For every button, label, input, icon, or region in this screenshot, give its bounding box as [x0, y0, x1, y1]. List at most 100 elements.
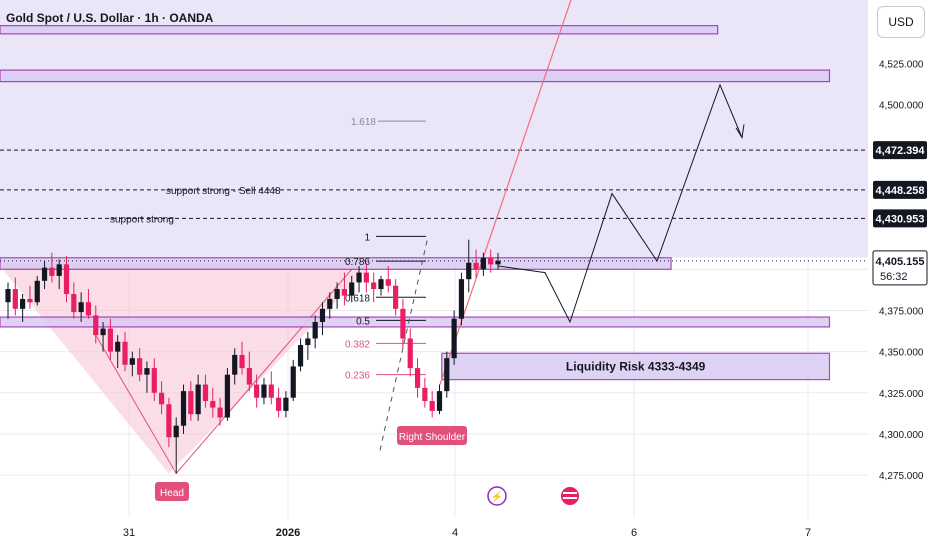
candle-body [41, 267, 48, 281]
candle-body [144, 368, 150, 375]
candle-body [275, 397, 282, 411]
candle-body [151, 368, 157, 393]
candle-body [100, 328, 106, 336]
candle-body [268, 384, 274, 398]
liquidity-zone-label: Liquidity Risk 4333-4349 [566, 359, 706, 373]
candle-body [254, 384, 260, 398]
supply-demand-zone [441, 352, 831, 381]
fib-level-label: 0.5 [356, 316, 370, 327]
candle-body [385, 279, 391, 286]
flag-stripe [563, 492, 577, 494]
candle-body [400, 308, 406, 339]
price-tick-label: 4,275.000 [879, 471, 924, 482]
candle-body [466, 262, 472, 280]
candle-body [63, 264, 70, 294]
time-tick-label: 7 [805, 527, 811, 539]
fib-trend-line [379, 236, 429, 451]
price-tick-label: 4,375.000 [879, 306, 924, 317]
candle-body [166, 404, 172, 438]
candle-body [115, 341, 121, 352]
candle-body [334, 289, 340, 299]
fib-level-label: 0.382 [345, 339, 370, 350]
chart-title: Gold Spot / U.S. Dollar · 1h · OANDA [6, 11, 214, 25]
candle-body [297, 345, 304, 367]
candle-body [210, 401, 216, 408]
candle-body [473, 262, 479, 270]
projection-arrowhead [735, 124, 745, 140]
candle-body [414, 368, 421, 388]
time-tick-label: 4 [452, 527, 458, 539]
price-tick-label: 4,500.000 [879, 101, 924, 112]
candle-body [195, 384, 201, 415]
candle-body [122, 341, 128, 365]
candle-body [393, 285, 399, 309]
candle-body [436, 391, 443, 411]
time-tick-label: 31 [123, 527, 135, 539]
us-flag-icon [561, 487, 579, 505]
time-tick-label: 2026 [276, 527, 300, 539]
candle-body [5, 289, 11, 303]
candle-body [363, 272, 369, 283]
candle-body [480, 257, 486, 270]
candle-body [180, 391, 187, 426]
price-tick-label: 4,300.000 [879, 430, 924, 441]
support-strong-label: support strong [110, 214, 174, 225]
candle-body [232, 354, 238, 375]
candle-body [305, 338, 311, 346]
countdown-label: 56:32 [880, 271, 908, 283]
candle-body [56, 264, 62, 276]
fib-level-label: 0.786 [345, 257, 370, 268]
candle-body [78, 302, 84, 313]
candle-body [27, 298, 33, 303]
candle-body [158, 392, 165, 405]
time-tick-label: 6 [631, 527, 637, 539]
candle-body [239, 354, 245, 369]
flag-stripe [563, 497, 577, 499]
supply-demand-zone [0, 25, 719, 35]
upper-tint [0, 0, 868, 258]
candle-body [458, 279, 465, 319]
candle-body [495, 260, 501, 265]
candle-body [488, 257, 494, 265]
currency-button[interactable]: USD [877, 6, 925, 38]
candle-body [371, 282, 377, 290]
candle-body [349, 282, 355, 296]
fib-level-label: 1.618 [351, 117, 376, 128]
head-label: Head [160, 488, 184, 499]
projection-path [497, 83, 743, 324]
right-shoulder-label-bg [397, 426, 467, 445]
candle-body [429, 401, 435, 411]
candle-body [137, 358, 143, 375]
price-tick-label: 4,350.000 [879, 348, 924, 359]
current-price-label: 4,405.155 [876, 256, 925, 268]
supply-demand-zone [0, 69, 831, 83]
candle-body [129, 358, 135, 365]
candle-body [327, 298, 333, 309]
price-label: 4,472.394 [876, 145, 926, 157]
candle-body [173, 425, 179, 438]
price-label-bg [873, 180, 927, 199]
supply-demand-zone [0, 316, 831, 328]
price-tick-label: 4,525.000 [879, 60, 924, 71]
candle-body [217, 407, 223, 418]
candle-body [49, 267, 55, 276]
candle-body [341, 289, 348, 296]
candle-body [224, 374, 231, 418]
fib-level-label: 1 [364, 232, 370, 243]
candle-body [356, 272, 362, 283]
time-axis [0, 518, 868, 550]
candle-body [34, 280, 40, 303]
current-price-bg [872, 250, 928, 286]
candle-body [283, 397, 289, 411]
fib-level-label: 0.236 [345, 371, 370, 382]
candle-body [188, 391, 194, 415]
candle-body [93, 315, 99, 336]
candle-body [319, 308, 326, 322]
candle-body [407, 338, 413, 369]
candle-body [444, 358, 450, 392]
candle-body [107, 328, 113, 352]
lightning-icon [487, 486, 507, 506]
candle-body [451, 318, 457, 359]
